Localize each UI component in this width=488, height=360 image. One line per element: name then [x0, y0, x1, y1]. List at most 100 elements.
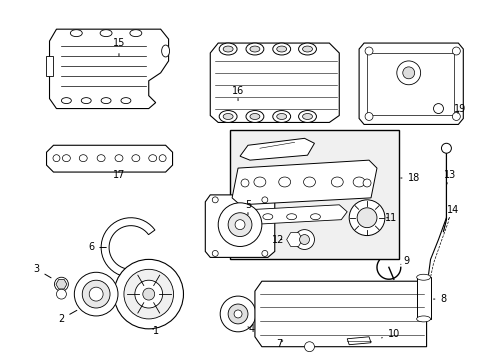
- Ellipse shape: [121, 98, 131, 104]
- Circle shape: [365, 47, 372, 55]
- Polygon shape: [346, 337, 370, 345]
- Ellipse shape: [272, 111, 290, 122]
- Circle shape: [56, 289, 66, 299]
- Polygon shape: [49, 29, 168, 109]
- Ellipse shape: [298, 111, 316, 122]
- Bar: [416, 277, 429, 319]
- Text: 1: 1: [152, 326, 159, 336]
- Circle shape: [135, 280, 163, 308]
- Ellipse shape: [70, 30, 82, 37]
- Circle shape: [362, 179, 370, 187]
- Ellipse shape: [115, 155, 122, 162]
- Ellipse shape: [79, 155, 87, 162]
- Circle shape: [114, 260, 183, 329]
- Ellipse shape: [245, 43, 264, 55]
- Ellipse shape: [272, 43, 290, 55]
- Text: 19: 19: [453, 104, 466, 113]
- Circle shape: [348, 200, 384, 235]
- Ellipse shape: [219, 43, 237, 55]
- Polygon shape: [240, 138, 314, 160]
- Circle shape: [89, 287, 103, 301]
- Ellipse shape: [302, 113, 312, 120]
- Polygon shape: [358, 43, 462, 125]
- Text: 9: 9: [400, 256, 409, 266]
- Ellipse shape: [249, 46, 259, 52]
- Ellipse shape: [100, 30, 112, 37]
- Circle shape: [365, 113, 372, 121]
- Text: 13: 13: [444, 170, 456, 185]
- Ellipse shape: [310, 214, 320, 220]
- Circle shape: [451, 113, 459, 121]
- Ellipse shape: [132, 155, 140, 162]
- Text: 2: 2: [58, 310, 77, 324]
- Bar: [230, 130, 398, 260]
- Polygon shape: [240, 205, 346, 225]
- Circle shape: [228, 304, 247, 324]
- Circle shape: [74, 272, 118, 316]
- Circle shape: [53, 155, 60, 162]
- Polygon shape: [286, 233, 302, 246]
- Bar: [366, 53, 453, 114]
- Circle shape: [262, 197, 267, 203]
- Circle shape: [159, 155, 166, 162]
- Polygon shape: [232, 160, 376, 205]
- Text: 15: 15: [113, 38, 125, 56]
- Circle shape: [220, 296, 255, 332]
- Polygon shape: [46, 145, 172, 172]
- Ellipse shape: [245, 111, 264, 122]
- Circle shape: [54, 277, 68, 291]
- Circle shape: [228, 213, 251, 237]
- Ellipse shape: [302, 46, 312, 52]
- Circle shape: [262, 251, 267, 256]
- Ellipse shape: [253, 177, 265, 187]
- Circle shape: [304, 342, 314, 352]
- Ellipse shape: [303, 177, 315, 187]
- Circle shape: [212, 251, 218, 256]
- Ellipse shape: [81, 98, 91, 104]
- Circle shape: [142, 288, 154, 300]
- Circle shape: [123, 269, 173, 319]
- Ellipse shape: [162, 45, 169, 57]
- Text: 12: 12: [271, 234, 284, 244]
- Text: 10: 10: [381, 329, 399, 339]
- Ellipse shape: [101, 98, 111, 104]
- Polygon shape: [56, 279, 67, 289]
- Ellipse shape: [416, 274, 429, 280]
- Text: 18: 18: [400, 173, 419, 183]
- Text: 11: 11: [384, 213, 396, 223]
- Text: 3: 3: [34, 264, 51, 278]
- Ellipse shape: [263, 214, 272, 220]
- Circle shape: [294, 230, 314, 249]
- Ellipse shape: [278, 177, 290, 187]
- Text: 4: 4: [247, 324, 254, 334]
- Circle shape: [299, 235, 309, 244]
- Circle shape: [218, 203, 262, 247]
- Polygon shape: [210, 43, 339, 122]
- Text: 17: 17: [113, 170, 125, 180]
- Circle shape: [82, 280, 110, 308]
- Ellipse shape: [61, 98, 71, 104]
- Ellipse shape: [352, 177, 365, 187]
- Ellipse shape: [276, 46, 286, 52]
- Text: 6: 6: [88, 243, 106, 252]
- Circle shape: [212, 197, 218, 203]
- Ellipse shape: [62, 155, 70, 162]
- Ellipse shape: [416, 316, 429, 322]
- Circle shape: [396, 61, 420, 85]
- Text: 7: 7: [276, 339, 282, 349]
- Ellipse shape: [286, 214, 296, 220]
- Bar: [45, 56, 53, 76]
- Circle shape: [234, 310, 242, 318]
- Circle shape: [441, 143, 450, 153]
- Circle shape: [356, 208, 376, 228]
- Circle shape: [451, 47, 459, 55]
- Ellipse shape: [276, 113, 286, 120]
- Ellipse shape: [148, 155, 156, 162]
- Text: 16: 16: [231, 86, 244, 100]
- Circle shape: [241, 179, 248, 187]
- Text: 14: 14: [447, 205, 459, 220]
- Ellipse shape: [219, 111, 237, 122]
- Polygon shape: [101, 218, 155, 277]
- Text: 5: 5: [244, 200, 250, 215]
- Ellipse shape: [130, 30, 142, 37]
